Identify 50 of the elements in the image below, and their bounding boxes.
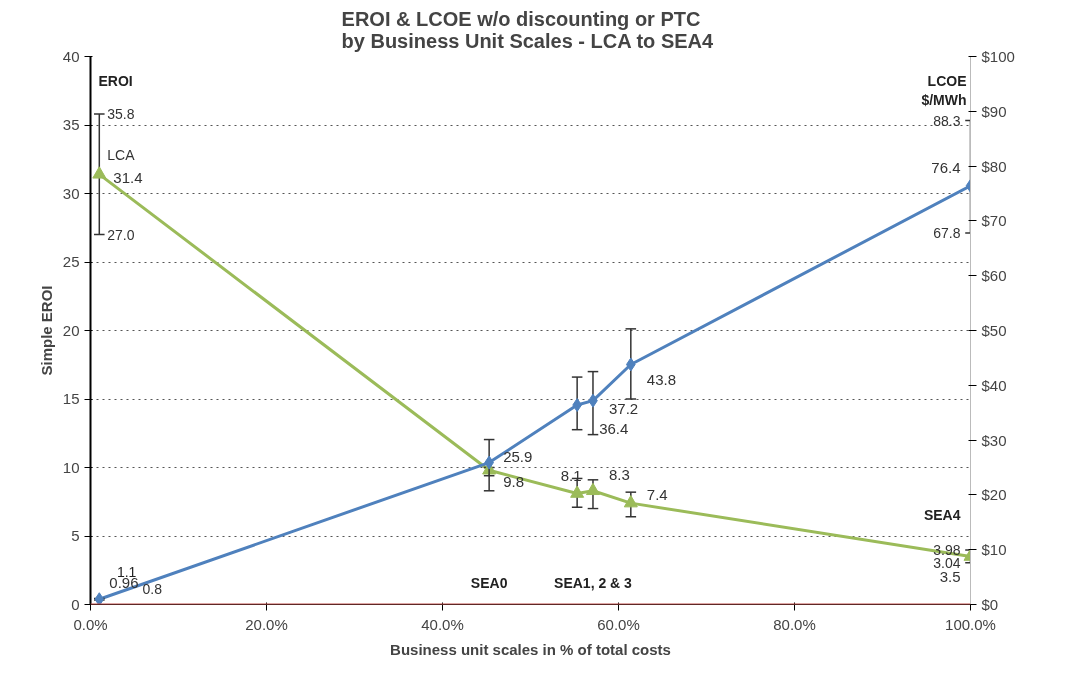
y2-tick-label: $70 [981, 212, 1007, 230]
y2-tick-label: $60 [981, 267, 1007, 285]
annotation: 67.8 [933, 225, 961, 242]
data-label: 8.1 [560, 466, 582, 484]
x-tick-label: 100.0% [945, 615, 996, 633]
data-label: 36.4 [599, 420, 629, 438]
chart-title: EROI & LCOE w/o discounting or PTC by Business Unit Scales - LCA to SEA4 [341, 7, 715, 52]
annotation: 35.8 [107, 106, 135, 123]
annotation: LCOE $/MWh [921, 72, 967, 108]
y2-tick-label: $80 [981, 157, 1007, 175]
y2-tick-label: $30 [981, 431, 1007, 449]
y2-tick-label: $0 [981, 596, 999, 613]
y-axis-title: Simple EROI [37, 285, 55, 376]
annotation: 27.0 [107, 226, 135, 243]
y2-tick-label: $90 [981, 102, 1007, 120]
x-tick-label: 80.0% [773, 615, 816, 633]
y-tick-label: 35 [62, 116, 80, 133]
data-label: 9.8 [503, 473, 524, 491]
data-label: 8.3 [608, 465, 630, 483]
annotation: SEA4 [923, 507, 961, 524]
data-label: 43.8 [646, 371, 677, 389]
y-tick-label: 30 [62, 184, 80, 202]
data-label: 25.9 [503, 447, 533, 465]
y2-tick-label: $50 [981, 322, 1007, 339]
annotation: LCA [107, 147, 136, 164]
data-label: 76.4 [931, 158, 961, 176]
y2-tick-label: $10 [981, 541, 1007, 559]
y2-tick-label: $100 [981, 48, 1015, 65]
x-axis-title: Business unit scales in % of total costs [390, 640, 671, 658]
y-tick-label: 40 [62, 47, 80, 65]
y-tick-label: 20 [62, 321, 80, 339]
y-tick-label: 15 [62, 390, 80, 407]
y-tick-label: 10 [62, 458, 80, 476]
y2-tick-label: $40 [981, 376, 1007, 394]
data-label: 37.2 [608, 399, 639, 417]
annotation: SEA0 [470, 574, 508, 591]
x-tick-label: 0.0% [73, 615, 108, 633]
y-tick-label: 5 [71, 527, 80, 544]
annotation: 0.8 [142, 581, 163, 598]
x-tick-label: 40.0% [421, 615, 464, 633]
annotation: EROI [98, 72, 133, 89]
y-tick-label: 0 [71, 595, 80, 613]
data-label: 31.4 [113, 169, 143, 187]
x-tick-label: 20.0% [245, 615, 288, 633]
y2-tick-label: $20 [981, 486, 1007, 504]
y-tick-label: 25 [62, 253, 80, 270]
x-tick-label: 60.0% [597, 615, 640, 633]
annotation: 88.3 [933, 112, 961, 129]
data-label: 7.4 [646, 486, 668, 504]
annotation: SEA1, 2 & 3 [554, 574, 633, 591]
